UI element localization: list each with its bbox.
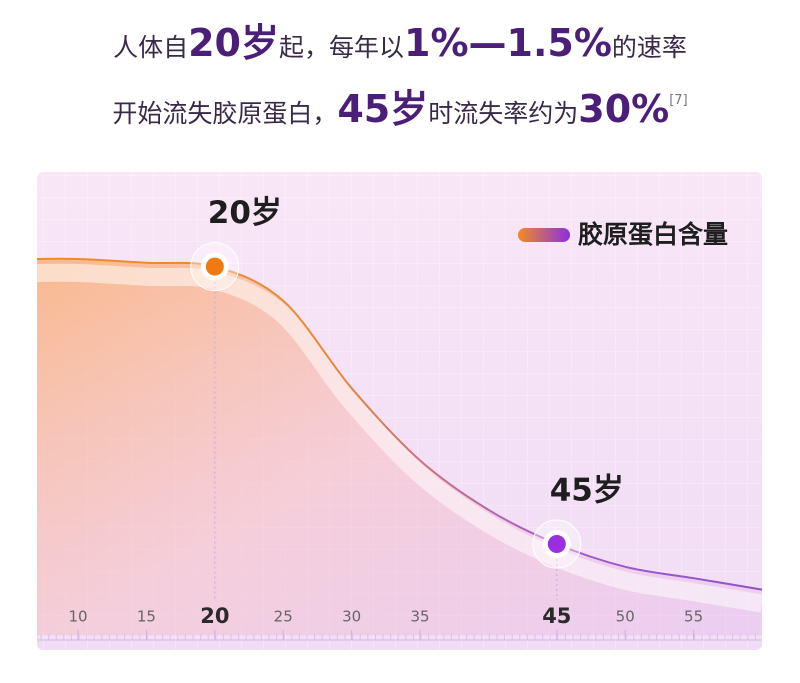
emphasis-text: 20岁 [188,21,279,65]
x-tick-label: 35 [410,608,429,626]
x-tick-label: 25 [274,608,293,626]
legend-swatch [518,228,570,242]
text: 开始流失胶原蛋白， [112,99,338,128]
headline: 人体自20岁起，每年以1%—1.5%的速率 开始流失胶原蛋白，45岁时流失率约为3… [0,14,800,131]
x-tick-label: 15 [137,608,156,626]
emphasis-text: 45岁 [337,87,429,131]
marker [205,257,224,276]
x-tick-label: 10 [68,608,87,626]
x-tick-label: 20 [200,604,229,628]
text: 起，每年以 [278,33,404,62]
headline-line: 开始流失胶原蛋白，45岁时流失率约为30%[7] [0,72,800,131]
line [36,257,763,591]
marker [547,535,566,553]
legend-label: 胶原蛋白含量 [578,220,728,249]
x-tick-label: 50 [616,608,635,626]
annotation: 45岁 [550,473,624,509]
annotation: 20岁 [208,195,282,231]
x-tick-label: 45 [542,604,571,628]
text: 时流失率约为 [428,99,579,128]
citation: [7] [669,93,688,108]
x-tick-label: 55 [684,608,703,626]
x-tick-label: 30 [342,608,361,626]
headline-line: 人体自20岁起，每年以1%—1.5%的速率 [0,14,800,72]
emphasis-text: 1%—1.5% [404,21,612,65]
text: 人体自 [113,33,189,62]
line-glow [36,263,764,613]
emphasis-text: 30% [578,87,670,131]
text: 的速率 [611,33,687,62]
